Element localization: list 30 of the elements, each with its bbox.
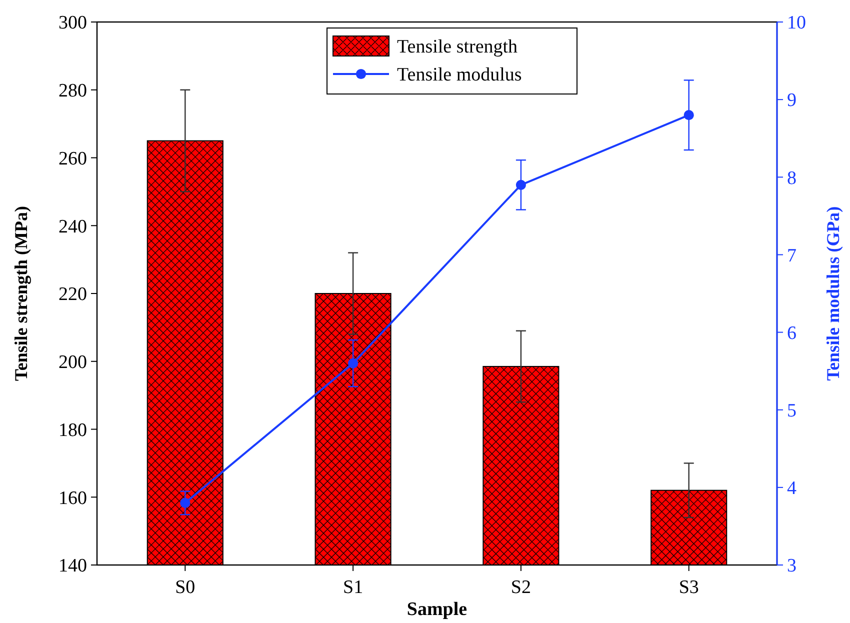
legend-label: Tensile strength [397,36,518,58]
y2-tick-label: 3 [787,556,796,577]
legend-label: Tensile modulus [397,64,522,86]
y2-tick-label: 9 [787,90,796,112]
y2-tick-label: 7 [787,245,796,266]
y2-tick-label: 5 [787,400,796,422]
y2-tick-label: 10 [787,12,806,34]
x-axis-title: Sample [406,599,468,620]
y-tick-label: 220 [58,284,87,306]
y-tick-label: 140 [58,556,87,577]
x-tick-label: S1 [343,577,364,598]
y-tick-label: 200 [58,352,87,374]
y-tick-label: 280 [58,80,87,102]
y2-tick-label: 4 [787,478,797,500]
x-tick-label: S0 [175,577,196,598]
x-tick-label: S3 [678,577,699,598]
y2-tick-label: 8 [787,168,796,189]
y-axis-title: Tensile strength (MPa) [11,206,31,381]
y-tick-label: 180 [58,420,87,441]
point [348,358,358,368]
y-tick-label: 160 [58,488,87,509]
point [684,110,694,120]
point [516,180,526,190]
y-tick-label: 300 [58,12,87,34]
x-tick-label: S2 [510,577,531,598]
y2-axis-title: Tensile modulus (GPa) [823,206,843,381]
point [180,498,190,508]
y2-tick-label: 6 [787,322,796,344]
y-tick-label: 240 [58,216,87,238]
y-tick-label: 260 [58,148,87,170]
